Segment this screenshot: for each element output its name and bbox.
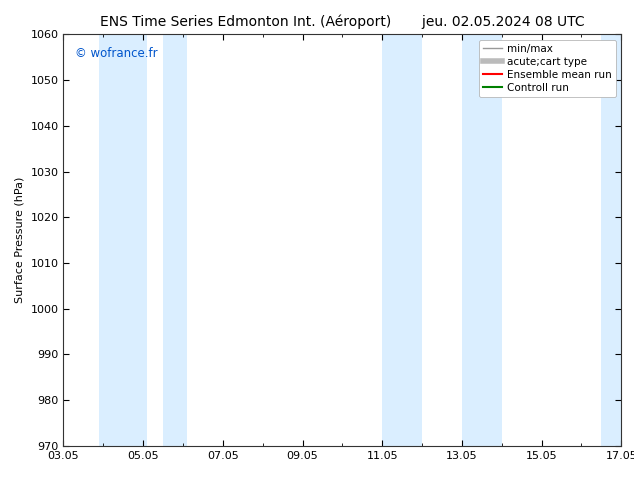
Y-axis label: Surface Pressure (hPa): Surface Pressure (hPa) [15, 177, 25, 303]
Bar [163, 34, 187, 446]
Title: ENS Time Series Edmonton Int. (Aéroport)       jeu. 02.05.2024 08 UTC: ENS Time Series Edmonton Int. (Aéroport)… [100, 15, 585, 29]
Bar [462, 34, 501, 446]
Text: © wofrance.fr: © wofrance.fr [75, 47, 157, 60]
Bar [602, 34, 621, 446]
Legend: min/max, acute;cart type, Ensemble mean run, Controll run: min/max, acute;cart type, Ensemble mean … [479, 40, 616, 97]
Bar [382, 34, 422, 446]
Bar [100, 34, 147, 446]
